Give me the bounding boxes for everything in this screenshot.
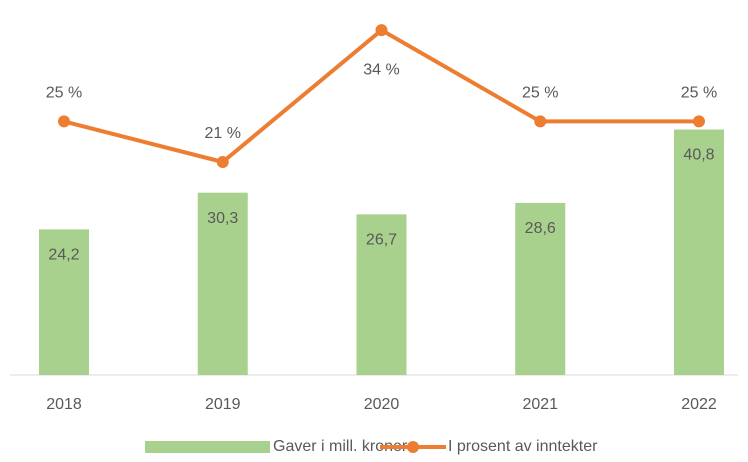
line-label: 34 % bbox=[363, 61, 399, 78]
line-marker bbox=[534, 115, 547, 128]
bar bbox=[674, 129, 724, 375]
line bbox=[63, 28, 699, 164]
bar-label: 30,3 bbox=[207, 210, 238, 227]
bar bbox=[356, 214, 407, 375]
bar bbox=[39, 229, 89, 375]
line-marker bbox=[375, 24, 388, 37]
line-label: 25 % bbox=[522, 85, 558, 102]
bar bbox=[515, 202, 566, 375]
x-tick-label: 2022 bbox=[681, 396, 717, 413]
x-tick-label: 2018 bbox=[46, 396, 82, 413]
legend-label: I prosent av inntekter bbox=[448, 438, 598, 455]
bar-label: 40,8 bbox=[683, 147, 714, 164]
line-marker bbox=[58, 115, 70, 128]
x-tick-label: 2020 bbox=[364, 396, 400, 413]
line-label: 25 % bbox=[46, 85, 82, 102]
line-marker bbox=[693, 115, 705, 128]
line-label: 25 % bbox=[681, 85, 717, 102]
legend-swatch bbox=[145, 441, 270, 453]
bar-label: 28,6 bbox=[525, 220, 556, 237]
line-label: 21 % bbox=[205, 125, 241, 142]
line-marker bbox=[216, 156, 229, 168]
legend-label: Gaver i mill. kroner bbox=[273, 438, 408, 455]
bar-label: 24,2 bbox=[48, 247, 79, 264]
bar-label: 26,7 bbox=[366, 232, 397, 249]
bar bbox=[197, 192, 248, 375]
x-tick-label: 2019 bbox=[205, 396, 241, 413]
x-tick-label: 2021 bbox=[522, 396, 558, 413]
legend-marker bbox=[407, 441, 419, 453]
